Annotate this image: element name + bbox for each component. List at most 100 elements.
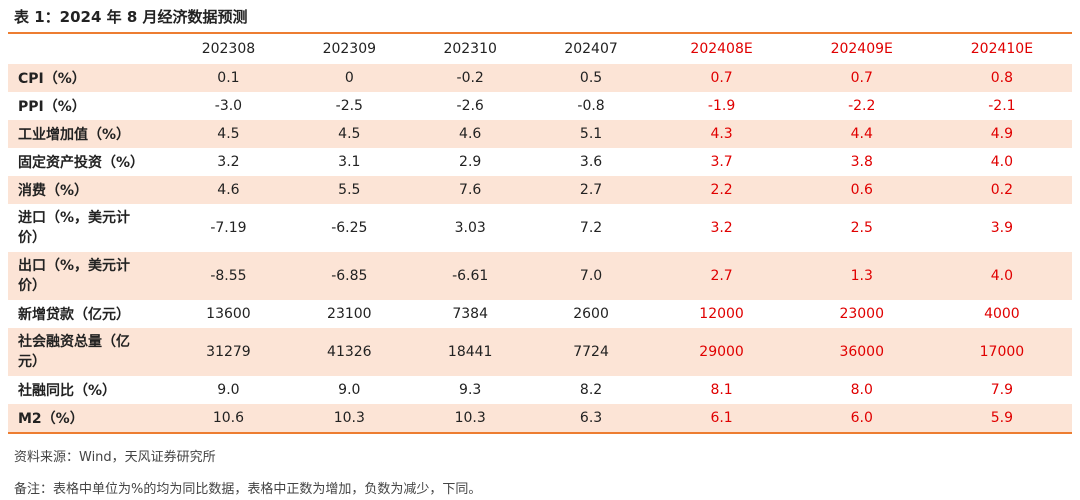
row-label-cell: PPI（%） bbox=[8, 92, 168, 120]
table-cell: 17000 bbox=[931, 328, 1072, 376]
table-cell: 10.3 bbox=[288, 404, 410, 433]
row-label: 出口（%，美元计价） bbox=[18, 258, 131, 294]
row-label: 新增贷款（亿元） bbox=[18, 307, 130, 323]
table-cell: -7.19 bbox=[210, 220, 247, 236]
data-table: 202308 202309 202310 202407 202408E 202409E 20… bbox=[8, 32, 1072, 434]
row-label-cell: 消费（%） bbox=[8, 176, 168, 204]
header-cell: 202407 bbox=[564, 41, 618, 57]
table-cell: -2.6 bbox=[456, 98, 484, 114]
table-cell: 8.0 bbox=[850, 382, 873, 398]
table-cell: 13600 bbox=[206, 306, 251, 322]
table-cell: 18441 bbox=[409, 328, 531, 376]
source-note: 资料来源：Wind，天风证券研究所 bbox=[14, 450, 216, 465]
table-row: 工业增加值（%） 4.5 4.5 4.6 5.1 4.3 4.4 4.9 bbox=[8, 120, 1072, 148]
row-label-cell: CPI（%） bbox=[8, 64, 168, 92]
table-cell: 3.2 bbox=[217, 154, 240, 170]
table-cell: 6.3 bbox=[530, 404, 652, 433]
table-cell: 23000 bbox=[839, 306, 884, 322]
table-cell: 2.9 bbox=[459, 154, 482, 170]
table-cell: -8.55 bbox=[168, 252, 289, 300]
table-cell: 5.5 bbox=[288, 176, 410, 204]
table-row: M2（%） 10.6 10.3 10.3 6.3 6.1 6.0 5.9 bbox=[8, 404, 1072, 433]
header-cell: 202309 bbox=[322, 41, 377, 57]
table-row: 消费（%） 4.6 5.5 7.6 2.7 2.2 0.6 0.2 bbox=[8, 176, 1072, 204]
table-row: 固定资产投资（%） 3.2 3.1 2.9 3.6 3.7 3.8 4.0 bbox=[8, 148, 1072, 176]
row-label: 工业增加值（%） bbox=[18, 127, 131, 143]
header-cell: 202310 bbox=[443, 41, 497, 57]
table-cell: 3.1 bbox=[338, 154, 361, 170]
table-cell: 0.2 bbox=[931, 176, 1072, 204]
table-cell: 7724 bbox=[530, 328, 652, 376]
table-row: 社融同比（%） 9.0 9.0 9.3 8.2 8.1 8.0 7.9 bbox=[8, 376, 1072, 404]
table-cell: 3.03 bbox=[454, 220, 486, 236]
row-label: 进口（%，美元计价） bbox=[18, 210, 131, 246]
table-cell: 1.3 bbox=[791, 252, 932, 300]
table-cell: -1.9 bbox=[707, 98, 736, 114]
table-cell: 10.3 bbox=[409, 404, 531, 433]
row-label: 社会融资总量（亿元） bbox=[18, 334, 130, 370]
table-cell: 12000 bbox=[699, 306, 744, 322]
table-cell: 4.6 bbox=[409, 120, 531, 148]
table-cell: 4.0 bbox=[990, 154, 1014, 170]
table-cell: 41326 bbox=[288, 328, 410, 376]
table-cell: 5.1 bbox=[530, 120, 652, 148]
table-cell: 4.5 bbox=[288, 120, 410, 148]
table-cell: 4.5 bbox=[168, 120, 289, 148]
row-label: 固定资产投资（%） bbox=[18, 155, 145, 171]
header-cell: 202409E bbox=[830, 41, 893, 57]
table-cell: 2600 bbox=[573, 306, 609, 322]
header-cell: 202408E bbox=[690, 41, 753, 57]
table-row: 出口（%，美元计价） -8.55 -6.85 -6.61 7.0 2.7 1.3 4.0 bbox=[8, 252, 1072, 300]
table-cell: 0.7 bbox=[651, 64, 792, 92]
table-cell: 0 bbox=[288, 64, 410, 92]
table-cell: 6.0 bbox=[791, 404, 932, 433]
row-label: 社融同比（%） bbox=[18, 383, 117, 399]
table-cell: 3.9 bbox=[990, 220, 1014, 236]
table-cell: 2.7 bbox=[651, 252, 792, 300]
table-cell: 23100 bbox=[327, 306, 372, 322]
table-cell: 4.0 bbox=[931, 252, 1072, 300]
table-row: PPI（%） -3.0 -2.5 -2.6 -0.8 -1.9 -2.2 -2.1 bbox=[8, 92, 1072, 120]
table-cell: -6.61 bbox=[409, 252, 531, 300]
table-cell: 2.2 bbox=[651, 176, 792, 204]
table-cell: 7.6 bbox=[409, 176, 531, 204]
table-cell: 0.8 bbox=[931, 64, 1072, 92]
row-label-cell: 社会融资总量（亿元） bbox=[8, 328, 168, 376]
table-cell: 5.9 bbox=[931, 404, 1072, 433]
table-cell: 29000 bbox=[651, 328, 792, 376]
table-cell: 3.2 bbox=[710, 220, 733, 236]
table-cell: 4.9 bbox=[931, 120, 1072, 148]
table-row: 社会融资总量（亿元） 31279 41326 18441 7724 29000 36000 1… bbox=[8, 328, 1072, 376]
footnote: 备注：表格中单位为%的均为同比数据，表格中正数为增加，负数为减少，下同。 bbox=[14, 482, 482, 497]
table-cell: 0.7 bbox=[791, 64, 932, 92]
table-cell: 7.9 bbox=[990, 382, 1014, 398]
header-cell: 202410E bbox=[970, 41, 1034, 57]
row-label-cell: 新增贷款（亿元） bbox=[8, 300, 168, 328]
table-row: 进口（%，美元计价） -7.19 -6.25 3.03 7.2 3.2 2.5 3.9 bbox=[8, 204, 1072, 252]
table-cell: 4.6 bbox=[168, 176, 289, 204]
table-cell: 9.3 bbox=[459, 382, 482, 398]
table-cell: 2.5 bbox=[850, 220, 873, 236]
table-cell: 4.3 bbox=[651, 120, 792, 148]
row-label-cell: 社融同比（%） bbox=[8, 376, 168, 404]
row-label-cell: 固定资产投资（%） bbox=[8, 148, 168, 176]
header-cell bbox=[8, 33, 168, 64]
table-cell: 0.6 bbox=[791, 176, 932, 204]
table-cell: -0.8 bbox=[577, 98, 605, 114]
table-row: CPI（%） 0.1 0 -0.2 0.5 0.7 0.7 0.8 bbox=[8, 64, 1072, 92]
table-cell: 3.6 bbox=[579, 154, 603, 170]
table-cell: 3.7 bbox=[710, 154, 733, 170]
table-cell: 9.0 bbox=[338, 382, 361, 398]
table-cell: -2.5 bbox=[335, 98, 363, 114]
table-row: 新增贷款（亿元） 13600 23100 7384 2600 12000 23000 4000 bbox=[8, 300, 1072, 328]
table-cell: 3.8 bbox=[850, 154, 873, 170]
row-label: 消费（%） bbox=[18, 183, 89, 199]
table-cell: 10.6 bbox=[168, 404, 289, 433]
table-cell: -6.85 bbox=[288, 252, 410, 300]
table-cell: 7384 bbox=[452, 306, 488, 322]
row-label-cell: 工业增加值（%） bbox=[8, 120, 168, 148]
table-cell: 6.1 bbox=[651, 404, 792, 433]
table-cell: -2.2 bbox=[848, 98, 876, 114]
table-cell: 4000 bbox=[984, 306, 1020, 322]
